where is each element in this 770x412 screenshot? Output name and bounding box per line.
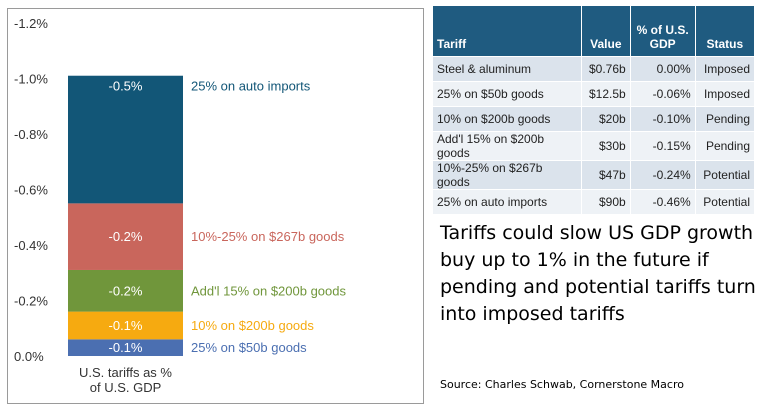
table-row: 25% on auto imports $90b -0.46% Potential [433,189,754,214]
cell-value: $0.76b [581,56,631,82]
cell-pct-gdp: 0.00% [630,56,696,82]
y-tick-label: -0.4% [14,238,48,253]
y-tick-label: -0.8% [14,127,48,142]
x-category-label: U.S. tariffs as %of U.S. GDP [79,365,172,395]
table-row: Add'l 15% on $200b goods $30b -0.15% Pendin… [433,131,754,161]
cell-status: Potential [695,160,754,190]
segment-name-label: Add'l 15% on $200b goods [191,283,346,298]
segment-name-label: 10% on $200b goods [191,318,314,333]
cell-tariff: Add'l 15% on $200b goods [433,131,582,161]
header-pct-gdp: % of U.S. GDP [630,6,696,57]
chart-panel: -1.2% -1.0% -0.8% -0.6% -0.4% -0.2% 0.0% -0.1%… [7,8,424,404]
cell-value: $47b [581,160,631,190]
table-row: 25% on $50b goods $12.5b -0.06% Imposed [433,81,754,107]
cell-tariff: 10%-25% on $267b goods [433,160,582,190]
cell-status: Imposed [695,81,754,107]
table-row: 10% on $200b goods $20b -0.10% Pending [433,106,754,132]
y-tick-label: -1.2% [14,16,48,31]
cell-status: Imposed [695,56,754,82]
header-value: Value [581,6,631,57]
header-status: Status [695,6,754,57]
cell-status: Pending [695,131,754,161]
data-label: -0.2% [109,229,143,244]
cell-pct-gdp: -0.06% [630,81,696,107]
bar-segment [68,311,183,340]
cell-tariff: Steel & aluminum [433,56,582,82]
source-note: Source: Charles Schwab, Cornerstone Macr… [440,378,684,391]
table-row: Steel & aluminum $0.76b 0.00% Imposed [433,56,754,82]
cell-pct-gdp: -0.15% [630,131,696,161]
cell-tariff: 10% on $200b goods [433,106,582,132]
data-label: -0.1% [109,318,143,333]
header-tariff: Tariff [433,6,582,57]
bar-segment [68,75,183,204]
data-label: -0.5% [109,79,143,94]
x-category-text: of U.S. GDP [90,380,162,395]
tariff-table: Tariff Value % of U.S. GDP Status Steel … [433,6,754,214]
data-label: -0.2% [109,283,143,298]
cell-status: Potential [695,189,754,214]
bar-segments: -0.1% 25% on $50b goods -0.1% 10% on $200b … [68,75,346,356]
cell-pct-gdp: -0.46% [630,189,696,214]
y-axis: -1.2% -1.0% -0.8% -0.6% -0.4% -0.2% 0.0% [14,16,48,364]
segment-name-label: 25% on auto imports [191,79,311,94]
cell-value: $20b [581,106,631,132]
cell-tariff: 25% on auto imports [433,189,582,214]
segment-name-label: 25% on $50b goods [191,340,307,355]
bar-segment [68,269,183,312]
y-tick-label: -0.6% [14,183,48,198]
cell-status: Pending [695,106,754,132]
table-body: Steel & aluminum $0.76b 0.00% Imposed 25% on… [433,56,754,214]
bar-segment [68,339,183,356]
table-header-row: Tariff Value % of U.S. GDP Status [433,6,754,57]
cell-value: $12.5b [581,81,631,107]
cell-pct-gdp: -0.10% [630,106,696,132]
y-tick-label: 0.0% [14,349,44,364]
stacked-bar-chart: -1.2% -1.0% -0.8% -0.6% -0.4% -0.2% 0.0% -0.1%… [14,16,346,395]
data-label: -0.1% [109,340,143,355]
table-row: 10%-25% on $267b goods $47b -0.24% Potentia… [433,160,754,190]
segment-name-label: 10%-25% on $267b goods [191,229,345,244]
cell-value: $90b [581,189,631,214]
x-category-text: U.S. tariffs as % [79,365,172,380]
cell-value: $30b [581,131,631,161]
y-tick-label: -1.0% [14,72,48,87]
bar-segment [68,203,183,270]
headline-text: Tariffs could slow US GDP growth buy up … [440,222,756,325]
cell-tariff: 25% on $50b goods [433,81,582,107]
y-tick-label: -0.2% [14,294,48,309]
cell-pct-gdp: -0.24% [630,160,696,190]
